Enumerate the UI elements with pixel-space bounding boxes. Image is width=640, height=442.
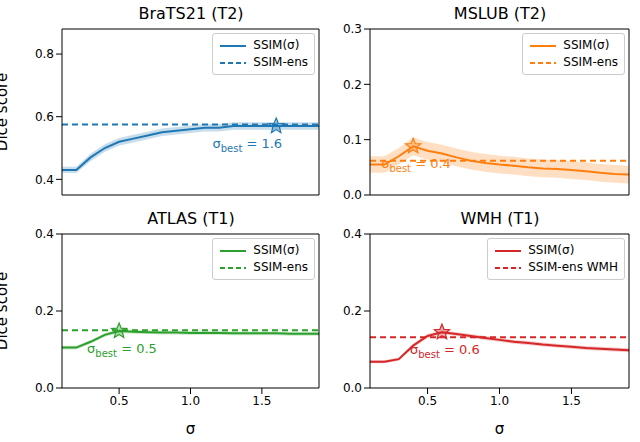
svg-text:0.6: 0.6 <box>35 110 54 124</box>
html-text:SSIM(σ): SSIM(σ) <box>253 243 300 257</box>
html-text:SSIM(σ): SSIM(σ) <box>528 243 575 257</box>
svg-text:0.2: 0.2 <box>343 304 362 318</box>
svg-text:0.5: 0.5 <box>110 394 129 408</box>
svg-text:σbest = 0.6: σbest = 0.6 <box>410 342 480 360</box>
svg-text:0.5: 0.5 <box>418 394 437 408</box>
svg-text:Dice score: Dice score <box>8 73 11 151</box>
svg-text:0.2: 0.2 <box>35 304 54 318</box>
html-text:MSLUB (T2): MSLUB (T2) <box>453 4 547 23</box>
html-text:ATLAS (T1): ATLAS (T1) <box>147 209 235 228</box>
svg-text:0.0: 0.0 <box>35 381 54 395</box>
svg-text:0.4: 0.4 <box>35 227 54 241</box>
svg-text:σbest = 0.4: σbest = 0.4 <box>381 156 451 174</box>
svg-text:0.8: 0.8 <box>35 47 54 61</box>
svg-text:σbest = 0.5: σbest = 0.5 <box>87 341 157 359</box>
svg-text:Dice score: Dice score <box>8 272 11 350</box>
html-text:SSIM-ens: SSIM-ens <box>253 55 308 69</box>
svg-text:0.4: 0.4 <box>343 227 362 241</box>
svg-text:σ: σ <box>495 420 505 438</box>
html-text:WMH (T1): WMH (T1) <box>460 209 540 228</box>
svg-text:0.1: 0.1 <box>343 133 362 147</box>
svg-text:σbest = 1.6: σbest = 1.6 <box>212 136 282 154</box>
html-text:SSIM-ens: SSIM-ens <box>253 260 308 274</box>
svg-text:0.0: 0.0 <box>343 188 362 202</box>
svg-text:1.5: 1.5 <box>252 394 271 408</box>
html-text:SSIM-ens WMH: SSIM-ens WMH <box>528 260 618 274</box>
svg-text:1.0: 1.0 <box>490 394 509 408</box>
html-text:SSIM-ens: SSIM-ens <box>563 55 618 69</box>
svg-text:1.5: 1.5 <box>562 394 581 408</box>
html-text:BraTS21 (T2): BraTS21 (T2) <box>138 4 244 23</box>
svg-text:σ: σ <box>186 420 196 438</box>
html-text:SSIM(σ): SSIM(σ) <box>253 38 300 52</box>
svg-text:0.4: 0.4 <box>35 173 54 187</box>
html-text:SSIM(σ): SSIM(σ) <box>563 38 610 52</box>
svg-text:0.0: 0.0 <box>343 381 362 395</box>
svg-text:0.2: 0.2 <box>343 78 362 92</box>
svg-text:1.0: 1.0 <box>181 394 200 408</box>
svg-text:0.3: 0.3 <box>343 22 362 36</box>
